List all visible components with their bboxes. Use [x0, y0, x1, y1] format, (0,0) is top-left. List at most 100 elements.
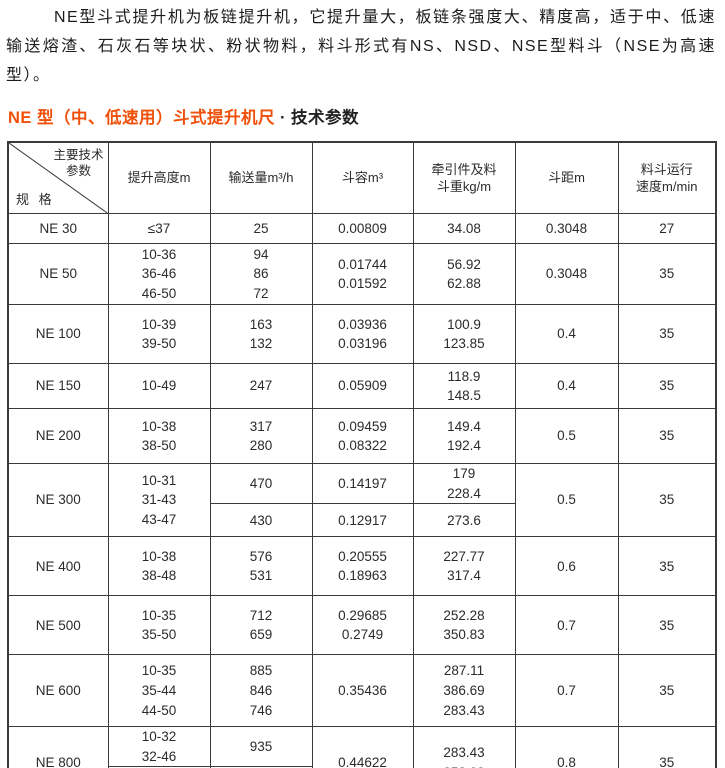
cell-pitch: 0.7: [514, 595, 619, 656]
cell-weight: 273.6: [412, 503, 516, 538]
col-header-traction-weight: 牵引件及料 斗重kg/m: [412, 141, 516, 215]
cell-speed: 35: [617, 726, 717, 768]
cell-weight: 252.28 350.83: [412, 595, 516, 656]
cell-model: NE 30: [7, 213, 109, 245]
cell-weight: 100.9 123.85: [412, 304, 516, 365]
specs-table: 主要技术 参数 规 格 提升高度m 输送量m³/h 斗容m³ 牵引件及料 斗重k…: [7, 141, 717, 768]
cell-height: 10-32 32-46: [107, 726, 211, 768]
cell-pitch: 0.6: [514, 536, 619, 597]
table-row-ne150: NE 150 10-49 247 0.05909 118.9 148.5 0.4…: [7, 363, 717, 410]
cell-pitch: 0.4: [514, 363, 619, 410]
cell-weight: 179 228.4: [412, 463, 516, 505]
col-header-bucket-pitch: 斗距m: [514, 141, 619, 215]
section-title: NE 型（中、低速用）斗式提升机尺 · 技术参数: [8, 104, 716, 128]
corner-top-label: 主要技术 参数: [53, 148, 104, 179]
cell-pitch: 0.7: [514, 654, 619, 728]
cell-model: NE 500: [7, 595, 109, 656]
table-row-ne100: NE 100 10-39 39-50 163 132 0.03936 0.031…: [7, 304, 717, 365]
col-header-bucket-speed: 料斗运行 速度m/min: [617, 141, 717, 215]
cell-volume: 0.44622: [311, 726, 414, 768]
cell-speed: 27: [617, 213, 717, 245]
cell-capacity: 885 846 746: [209, 654, 313, 728]
table-row-ne30: NE 30 ≤37 25 0.00809 34.08 0.3048 27: [7, 213, 717, 245]
table-row-ne50: NE 50 10-36 36-46 46-50 94 86 72 0.01744…: [7, 243, 717, 306]
cell-volume: 0.05909: [311, 363, 414, 410]
cell-volume: 0.14197: [311, 463, 414, 505]
section-title-highlight: NE 型（中、低速用）斗式提升机尺: [8, 109, 276, 127]
cell-weight: 34.08: [412, 213, 516, 245]
cell-speed: 35: [617, 243, 717, 306]
cell-pitch: 0.8: [514, 726, 619, 768]
section-title-separator: ·: [280, 109, 287, 127]
cell-model: NE 400: [7, 536, 109, 597]
intro-paragraph: NE型斗式提升机为板链提升机，它提升量大，板链条强度大、精度高，适于中、低速输送…: [6, 9, 716, 84]
cell-capacity: 935: [209, 726, 313, 768]
cell-speed: 35: [617, 363, 717, 410]
cell-capacity: 247: [209, 363, 313, 410]
cell-capacity: 712 659: [209, 595, 313, 656]
cell-volume: 0.00809: [311, 213, 414, 245]
cell-pitch: 0.4: [514, 304, 619, 365]
cell-speed: 35: [617, 304, 717, 365]
corner-bottom-label: 规 格: [16, 191, 55, 207]
cell-model: NE 150: [7, 363, 109, 410]
table-row-ne800-sub2: 46-50 821: [8, 766, 716, 768]
cell-volume: 0.20555 0.18963: [311, 536, 414, 597]
corner-header-cell: 主要技术 参数 规 格: [7, 141, 109, 215]
table-row-ne600: NE 600 10-35 35-44 44-50 885 846 746 0.3…: [7, 654, 717, 728]
cell-height: 10-39 39-50: [107, 304, 211, 365]
cell-capacity: 94 86 72: [209, 243, 313, 306]
col-header-bucket-volume: 斗容m³: [311, 141, 414, 215]
cell-height: ≤37: [107, 213, 211, 245]
cell-speed: 35: [617, 595, 717, 656]
cell-model: NE 600: [7, 654, 109, 728]
cell-height: 10-38 38-48: [107, 536, 211, 597]
header-row: 主要技术 参数 规 格 提升高度m 输送量m³/h 斗容m³ 牵引件及料 斗重k…: [7, 141, 717, 215]
cell-capacity: 470: [209, 463, 313, 505]
cell-height: 10-35 35-50: [107, 595, 211, 656]
cell-capacity: 163 132: [209, 304, 313, 365]
table-row-ne400: NE 400 10-38 38-48 576 531 0.20555 0.189…: [7, 536, 717, 597]
cell-weight: 56.92 62.88: [412, 243, 516, 306]
cell-volume: 0.09459 0.08322: [311, 408, 414, 465]
cell-model: NE 100: [7, 304, 109, 365]
cell-speed: 35: [617, 463, 717, 538]
cell-height: 10-31 31-43 43-47: [107, 463, 211, 538]
cell-weight: 118.9 148.5: [412, 363, 516, 410]
cell-pitch: 0.5: [514, 463, 619, 538]
cell-height: 10-49: [107, 363, 211, 410]
cell-capacity: 821: [209, 766, 313, 768]
cell-capacity: 430: [209, 503, 313, 538]
table-row-ne200: NE 200 10-38 38-50 317 280 0.09459 0.083…: [7, 408, 717, 465]
cell-weight: 287.11 386.69 283.43: [412, 654, 516, 728]
cell-weight: 227.77 317.4: [412, 536, 516, 597]
cell-height: 10-35 35-44 44-50: [107, 654, 211, 728]
table-row-ne800-sub1: NE 800 10-32 32-46 935 0.44622 283.43 35…: [7, 726, 717, 768]
table-row-ne300-sub1: NE 300 10-31 31-43 43-47 470 0.14197 179…: [7, 463, 717, 538]
cell-model: NE 200: [7, 408, 109, 465]
cell-capacity: 317 280: [209, 408, 313, 465]
cell-model: NE 800: [7, 726, 109, 768]
cell-speed: 35: [617, 408, 717, 465]
cell-weight: 149.4 192.4: [412, 408, 516, 465]
cell-weight: 283.43 352.03: [412, 726, 516, 768]
col-header-lift-height: 提升高度m: [107, 141, 211, 215]
cell-volume: 0.35436: [311, 654, 414, 728]
diagonal-divider: [9, 143, 108, 213]
cell-height: 10-36 36-46 46-50: [107, 243, 211, 306]
cell-height: 10-38 38-50: [107, 408, 211, 465]
cell-volume: 0.01744 0.01592: [311, 243, 414, 306]
cell-capacity: 576 531: [209, 536, 313, 597]
cell-capacity: 25: [209, 213, 313, 245]
cell-volume: 0.03936 0.03196: [311, 304, 414, 365]
col-header-capacity: 输送量m³/h: [209, 141, 313, 215]
cell-model: NE 50: [7, 243, 109, 306]
cell-pitch: 0.3048: [514, 213, 619, 245]
cell-speed: 35: [617, 654, 717, 728]
cell-model: NE 300: [7, 463, 109, 538]
cell-pitch: 0.3048: [514, 243, 619, 306]
cell-pitch: 0.5: [514, 408, 619, 465]
table-row-ne500: NE 500 10-35 35-50 712 659 0.29685 0.274…: [7, 595, 717, 656]
cell-volume: 0.12917: [311, 503, 414, 538]
